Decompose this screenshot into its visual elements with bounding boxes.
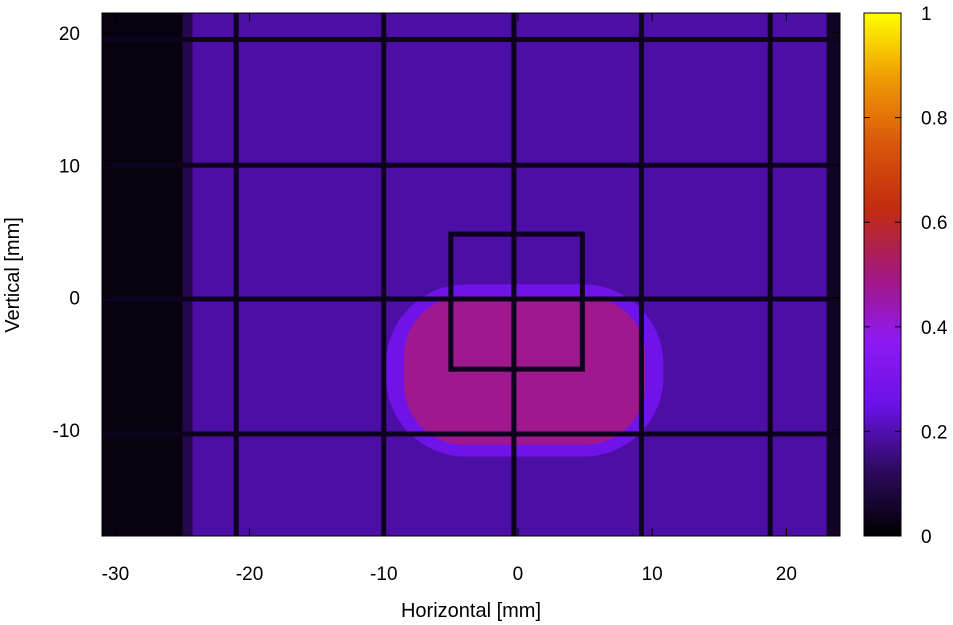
colorbar-axis: 0 0.2 0.4 0.6 0.8 1 xyxy=(864,4,948,548)
colorbar-tick-label: 0.6 xyxy=(921,213,947,234)
y-tick-label: 0 xyxy=(69,289,80,310)
heatmap-inner-frame xyxy=(448,231,585,372)
colorbar-tick-label: 0 xyxy=(921,527,932,548)
y-tick-label: -10 xyxy=(53,421,80,442)
heatmap-dark-left-edge xyxy=(102,13,183,536)
heatmap-background xyxy=(102,13,840,536)
colorbar-tick-label: 1 xyxy=(921,4,932,25)
x-axis: -30 -20 -10 0 10 20 xyxy=(102,13,797,585)
y-tick-label: 10 xyxy=(59,156,80,177)
colorbar-tick-label: 0.2 xyxy=(921,422,947,443)
y-axis: -10 0 10 20 xyxy=(53,24,840,442)
x-tick-label: -30 xyxy=(102,564,129,585)
x-tick-label: 20 xyxy=(776,564,797,585)
colorbar-tick-label: 0.8 xyxy=(921,109,947,130)
x-tick-label: -10 xyxy=(370,564,397,585)
y-tick-label: 20 xyxy=(59,24,80,45)
plot-frame xyxy=(101,12,841,537)
x-tick-label: -20 xyxy=(236,564,263,585)
colorbar-tick-label: 0.4 xyxy=(921,318,948,339)
plot-area xyxy=(102,13,840,536)
x-tick-label: 10 xyxy=(642,564,663,585)
heatmap-fade-left xyxy=(182,13,193,536)
heatmap-dark-right-edge xyxy=(826,13,840,536)
x-axis-label: Horizontal [mm] xyxy=(401,600,541,622)
colorbar xyxy=(863,12,902,537)
y-axis-label: Vertical [mm] xyxy=(2,217,24,333)
x-tick-label: 0 xyxy=(513,564,524,585)
